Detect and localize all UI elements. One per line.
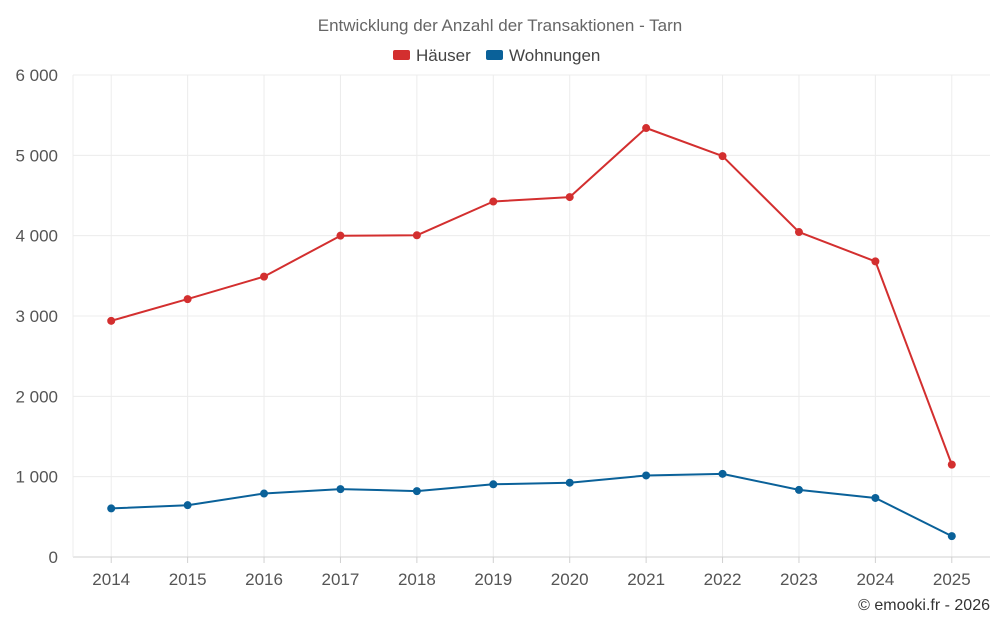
legend-label-haeuser: Häuser — [416, 46, 471, 65]
legend-item-wohnungen[interactable]: Wohnungen — [486, 46, 600, 65]
legend: Häuser Wohnungen — [393, 46, 600, 65]
series — [107, 124, 956, 541]
axes: 0 1 000 2 000 3 000 4 000 5 000 6 000 2014 2015 2… — [15, 66, 990, 589]
data-point-haeuser-2017[interactable] — [336, 231, 345, 240]
data-point-haeuser-2018[interactable] — [412, 231, 421, 240]
x-tick-label: 2025 — [933, 570, 971, 589]
y-tick-label: 4 000 — [15, 227, 58, 246]
data-point-haeuser-2023[interactable] — [794, 228, 803, 237]
data-point-wohnungen-2020[interactable] — [565, 478, 574, 487]
data-point-wohnungen-2015[interactable] — [183, 501, 192, 510]
data-point-haeuser-2025[interactable] — [947, 460, 956, 469]
data-point-haeuser-2016[interactable] — [260, 272, 269, 281]
x-tick-label: 2021 — [627, 570, 665, 589]
x-tick-label: 2014 — [92, 570, 130, 589]
x-tick-label: 2015 — [169, 570, 207, 589]
x-tick-label: 2020 — [551, 570, 589, 589]
x-tick-label: 2018 — [398, 570, 436, 589]
credit-text: © emooki.fr - 2026 — [858, 597, 990, 614]
x-tick-label: 2023 — [780, 570, 818, 589]
y-tick-label: 3 000 — [15, 307, 58, 326]
data-point-haeuser-2014[interactable] — [107, 316, 116, 325]
chart-title: Entwicklung der Anzahl der Transaktionen… — [318, 16, 682, 35]
legend-label-wohnungen: Wohnungen — [509, 46, 600, 65]
x-tick-label: 2024 — [856, 570, 894, 589]
data-point-haeuser-2019[interactable] — [489, 197, 498, 206]
data-point-wohnungen-2022[interactable] — [718, 469, 727, 478]
x-tick-label: 2017 — [322, 570, 360, 589]
data-point-wohnungen-2016[interactable] — [260, 489, 269, 498]
y-tick-label: 2 000 — [15, 387, 58, 406]
data-point-haeuser-2020[interactable] — [565, 193, 574, 202]
data-point-wohnungen-2017[interactable] — [336, 485, 345, 494]
series-line-wohnungen — [111, 472, 953, 537]
y-tick-label: 6 000 — [15, 66, 58, 85]
data-point-wohnungen-2025[interactable] — [947, 532, 956, 541]
data-point-wohnungen-2024[interactable] — [871, 493, 880, 502]
data-point-haeuser-2022[interactable] — [718, 152, 727, 161]
data-point-haeuser-2021[interactable] — [642, 124, 651, 133]
legend-swatch-haeuser — [393, 50, 410, 60]
grid — [73, 74, 990, 557]
data-point-wohnungen-2023[interactable] — [794, 485, 803, 494]
data-point-wohnungen-2021[interactable] — [642, 471, 651, 480]
data-point-haeuser-2015[interactable] — [183, 295, 192, 304]
legend-item-haeuser[interactable]: Häuser — [393, 46, 471, 65]
x-tick-label: 2022 — [704, 570, 742, 589]
x-tick-label: 2016 — [245, 570, 283, 589]
y-tick-label: 5 000 — [15, 146, 58, 165]
data-point-wohnungen-2014[interactable] — [107, 504, 116, 513]
legend-swatch-wohnungen — [486, 50, 503, 60]
data-point-haeuser-2024[interactable] — [871, 257, 880, 266]
y-tick-label: 1 000 — [15, 468, 58, 487]
data-point-wohnungen-2018[interactable] — [412, 487, 421, 496]
y-tick-label: 0 — [49, 548, 58, 567]
data-point-wohnungen-2019[interactable] — [489, 480, 498, 489]
series-line-haeuser — [110, 127, 953, 465]
x-tick-label: 2019 — [474, 570, 512, 589]
